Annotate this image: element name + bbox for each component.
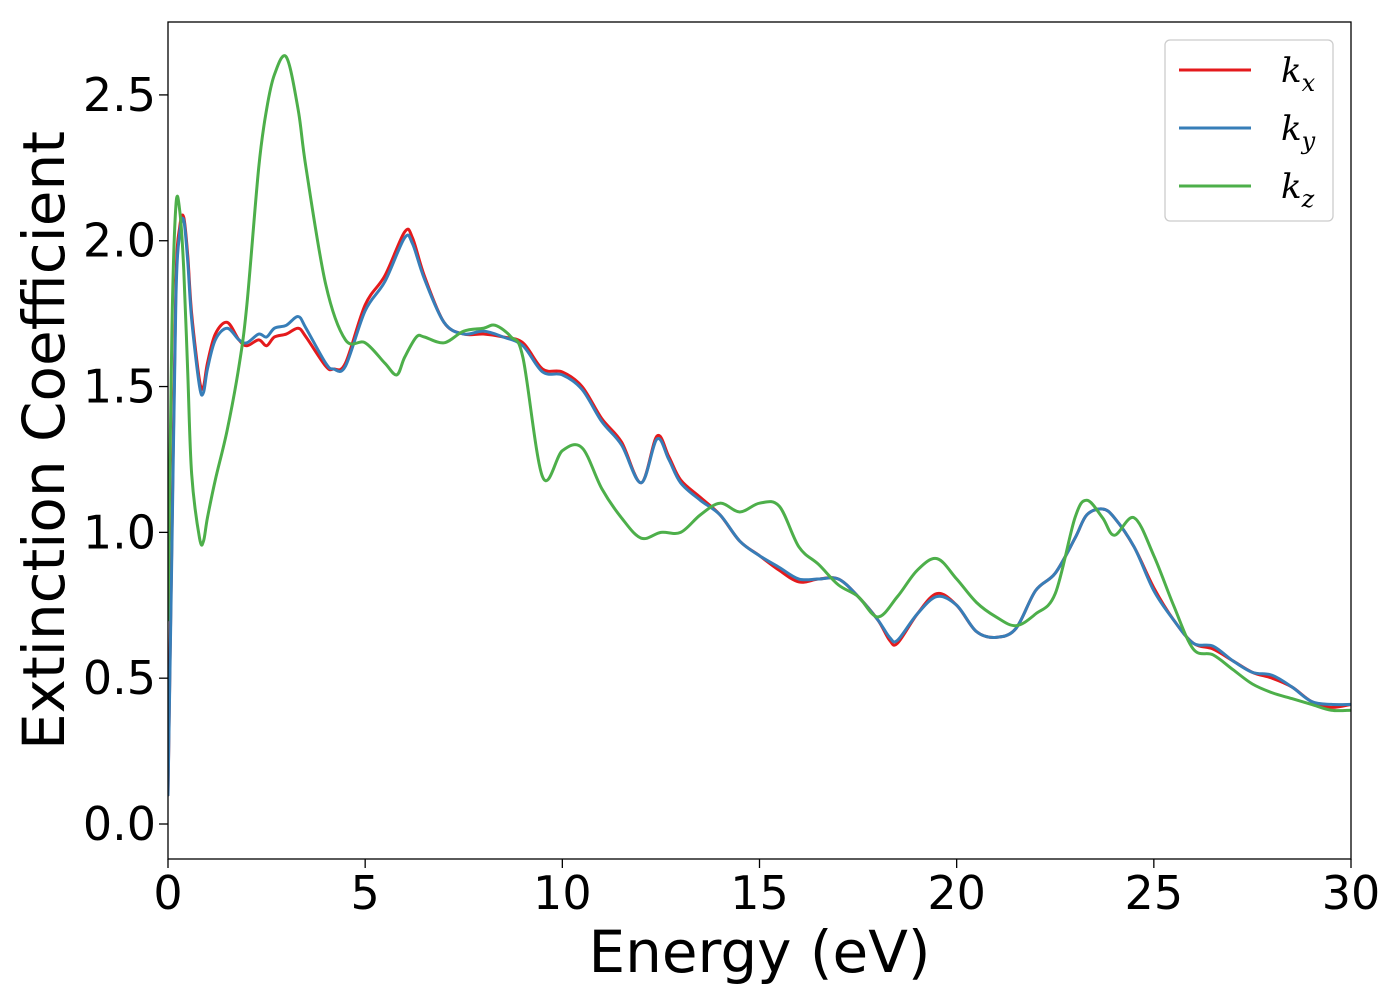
x-tick-label: 0 [153, 866, 182, 920]
y-axis: 0.0 0.5 1.0 1.5 2.0 2.5 [83, 68, 168, 851]
x-tick-label: 10 [533, 866, 592, 920]
x-tick-label: 20 [927, 866, 986, 920]
y-axis-title: Extinction Coefficient [10, 131, 78, 750]
x-tick-label: 15 [730, 866, 789, 920]
y-tick-label: 0.5 [83, 651, 156, 705]
series-line-z [168, 54, 1351, 713]
legend: kx ky kz [1164, 39, 1334, 222]
y-tick-label: 2.0 [83, 214, 156, 268]
legend-label-y: ky [1281, 109, 1316, 155]
series-line-y [168, 216, 1351, 797]
legend-label-x: kx [1281, 51, 1316, 97]
y-tick-label: 0.0 [83, 797, 156, 851]
x-tick-label: 5 [351, 866, 380, 920]
x-axis: 0 5 10 15 20 25 30 [153, 859, 1380, 920]
x-tick-label: 25 [1125, 866, 1184, 920]
y-tick-label: 2.5 [83, 68, 156, 122]
legend-box [1164, 39, 1334, 222]
legend-label-z: kz [1281, 167, 1315, 213]
y-tick-label: 1.0 [83, 505, 156, 559]
x-tick-label: 30 [1322, 866, 1381, 920]
x-axis-title: Energy (eV) [588, 918, 930, 986]
y-tick-label: 1.5 [83, 360, 156, 414]
series-layer [168, 54, 1351, 797]
